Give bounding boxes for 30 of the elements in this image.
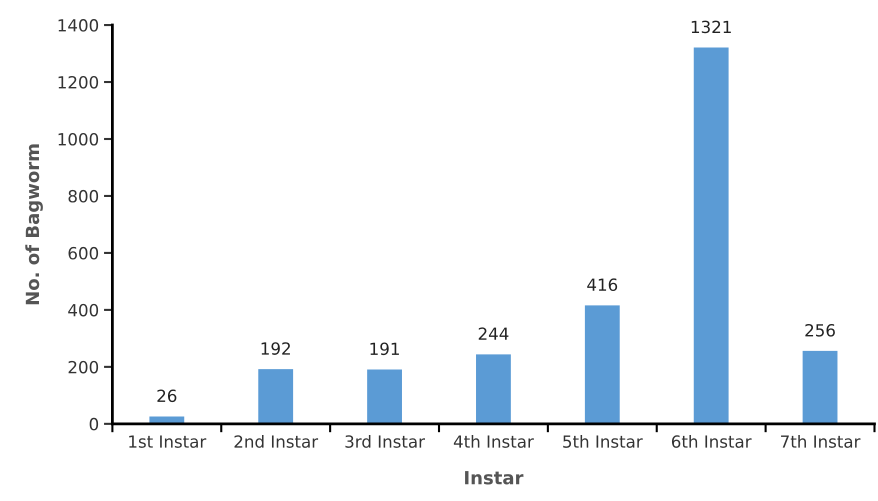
y-tick-label: 600 [68, 246, 98, 260]
x-tick-label: 7th Instar [781, 434, 860, 448]
y-axis-title: No. of Bagworm [25, 144, 43, 304]
y-tick-label: 1400 [58, 19, 98, 32]
y-tick-label: 1000 [58, 132, 98, 146]
x-tick-label: 2nd Instar [234, 434, 318, 448]
data-label: 26 [157, 389, 176, 402]
y-tick-label: 1200 [58, 76, 98, 89]
y-tick-label: 0 [90, 418, 98, 430]
bar [367, 369, 402, 424]
bar [476, 354, 511, 424]
bar [258, 369, 294, 424]
x-tick-label: 3rd Instar [345, 434, 425, 448]
data-label: 244 [478, 327, 508, 340]
data-label: 192 [262, 342, 290, 355]
data-label: 191 [370, 342, 399, 356]
data-label: 1321 [692, 20, 731, 34]
x-tick-label: 6th Instar [672, 434, 752, 448]
bar [584, 305, 620, 424]
x-tick-label: 5th Instar [563, 434, 643, 448]
bar [694, 48, 729, 424]
y-tick-label: 800 [68, 190, 98, 203]
data-label: 256 [805, 324, 835, 337]
x-tick-label: 1st Instar [129, 435, 206, 448]
bar [802, 350, 838, 424]
data-label: 416 [587, 278, 618, 292]
x-axis-title: Instar [465, 471, 524, 485]
x-tick-label: 4th Instar [454, 434, 534, 448]
y-tick-label: 200 [68, 360, 98, 374]
y-tick-label: 400 [68, 304, 98, 316]
